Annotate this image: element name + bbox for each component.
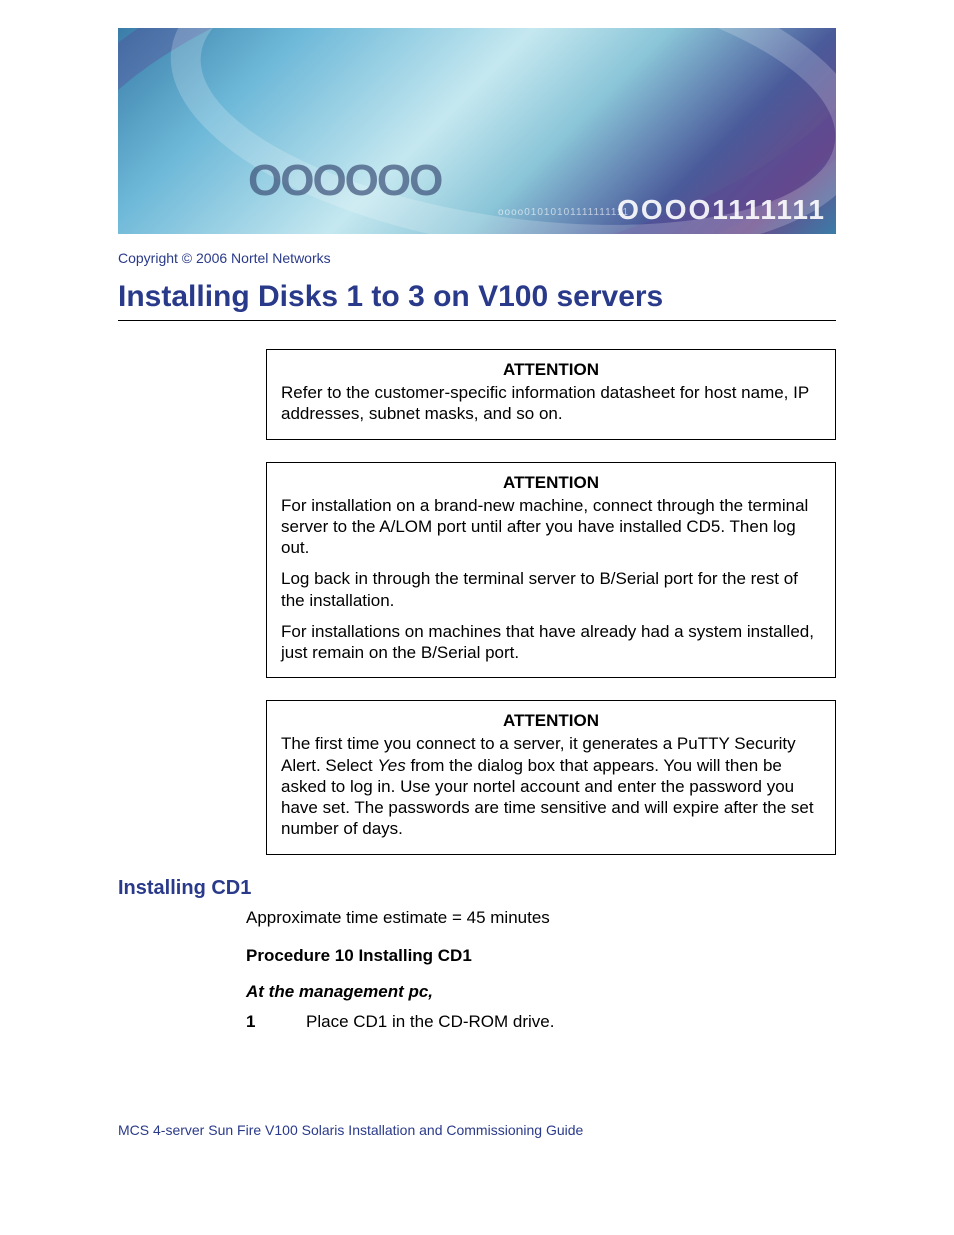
page-title: Installing Disks 1 to 3 on V100 servers <box>118 280 836 321</box>
banner-circles-text: OOOOOO <box>248 156 441 206</box>
attention-header: ATTENTION <box>281 473 821 493</box>
banner-digits-small: oooo01010101111111111 <box>498 207 629 218</box>
copyright-text: Copyright © 2006 Nortel Networks <box>118 250 836 266</box>
attention-header: ATTENTION <box>281 711 821 731</box>
procedure-subtitle: At the management pc, <box>246 982 836 1002</box>
attention-box-3: ATTENTION The first time you connect to … <box>266 700 836 854</box>
procedure-step: 1 Place CD1 in the CD-ROM drive. <box>246 1012 836 1032</box>
banner-digits-large: OOOO1111111 <box>617 194 826 226</box>
attention-paragraph: The first time you connect to a server, … <box>281 733 821 839</box>
attention-box-1: ATTENTION Refer to the customer-specific… <box>266 349 836 440</box>
attention-body: The first time you connect to a server, … <box>281 733 821 839</box>
procedure-title: Procedure 10 Installing CD1 <box>246 946 836 966</box>
step-text: Place CD1 in the CD-ROM drive. <box>306 1012 836 1032</box>
step-number: 1 <box>246 1012 306 1032</box>
attention-body: For installation on a brand-new machine,… <box>281 495 821 664</box>
attention-body: Refer to the customer-specific informati… <box>281 382 821 425</box>
attention-header: ATTENTION <box>281 360 821 380</box>
attention-paragraph: For installations on machines that have … <box>281 621 821 664</box>
section-heading: Installing CD1 <box>118 877 836 900</box>
attention-paragraph: Refer to the customer-specific informati… <box>281 382 821 425</box>
page-footer: MCS 4-server Sun Fire V100 Solaris Insta… <box>118 1122 836 1138</box>
document-page: OOOOOO oooo01010101111111111 OOOO1111111… <box>0 0 954 1178</box>
attention-paragraph: Log back in through the terminal server … <box>281 568 821 611</box>
header-banner: OOOOOO oooo01010101111111111 OOOO1111111 <box>118 28 836 234</box>
time-estimate: Approximate time estimate = 45 minutes <box>246 908 836 928</box>
attention-paragraph: For installation on a brand-new machine,… <box>281 495 821 559</box>
attention-box-2: ATTENTION For installation on a brand-ne… <box>266 462 836 679</box>
